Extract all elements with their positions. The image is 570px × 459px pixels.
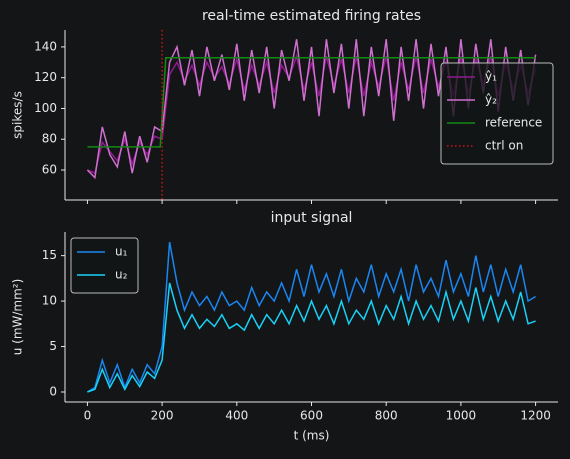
legend-box: [440, 62, 554, 165]
data-line: [87, 241, 536, 393]
y-tick-label: 60: [42, 163, 57, 177]
chart-title: input signal: [271, 210, 353, 226]
y-tick-label: 120: [34, 70, 57, 84]
y-tick-label: 0: [49, 385, 57, 399]
x-tick-label: 1000: [446, 409, 477, 423]
x-tick-label: 600: [300, 409, 323, 423]
x-axis-label: t (ms): [294, 429, 330, 443]
data-line: [87, 56, 536, 148]
y-tick-label: 5: [49, 339, 57, 353]
y-tick-label: 140: [34, 39, 57, 53]
y-tick-label: 80: [42, 132, 57, 146]
legend-label: u₁: [115, 245, 128, 259]
legend-label: reference: [485, 116, 542, 130]
legend: u₁ u₂: [70, 237, 139, 294]
chart-title: real-time estimated firing rates: [202, 8, 421, 24]
y-tick-label: 15: [42, 248, 57, 262]
x-tick-label: 1200: [520, 409, 551, 423]
y-axis-label: u (mW/mm²): [11, 279, 25, 356]
x-tick-label: 800: [375, 409, 398, 423]
legend: ŷ₁ ŷ₂ reference ctrl on: [440, 62, 554, 165]
x-tick-label: 400: [225, 409, 248, 423]
x-tick-label: 200: [151, 409, 174, 423]
legend-label: ctrl on: [485, 139, 523, 153]
legend-label: ŷ₂: [485, 93, 497, 107]
y-tick-label: 10: [42, 294, 57, 308]
y-tick-label: 100: [34, 101, 57, 115]
y-axis-label: spikes/s: [11, 91, 25, 139]
legend-label: u₂: [115, 268, 128, 282]
data-line: [87, 282, 536, 393]
x-tick-label: 0: [84, 409, 92, 423]
legend-box: [70, 237, 139, 294]
legend-label: ŷ₁: [485, 70, 497, 84]
